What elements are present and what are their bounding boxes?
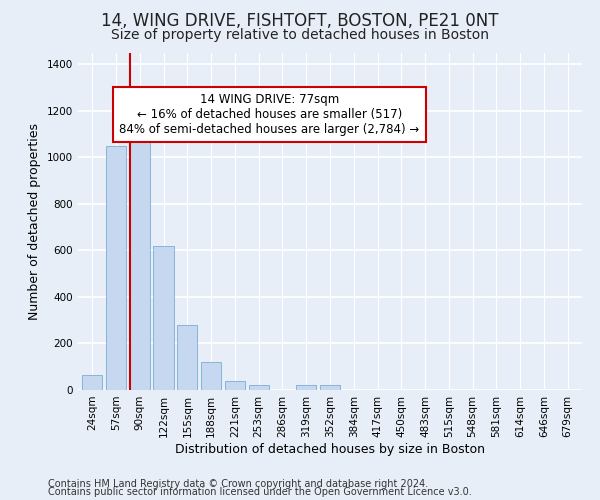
- Bar: [177, 325, 197, 390]
- Bar: [248, 386, 269, 390]
- Bar: [225, 380, 245, 390]
- Bar: [154, 246, 173, 390]
- X-axis label: Distribution of detached houses by size in Boston: Distribution of detached houses by size …: [175, 442, 485, 456]
- Bar: [296, 386, 316, 390]
- Text: 14, WING DRIVE, FISHTOFT, BOSTON, PE21 0NT: 14, WING DRIVE, FISHTOFT, BOSTON, PE21 0…: [101, 12, 499, 30]
- Bar: [106, 146, 126, 390]
- Bar: [82, 375, 103, 390]
- Text: Size of property relative to detached houses in Boston: Size of property relative to detached ho…: [111, 28, 489, 42]
- Bar: [130, 127, 150, 390]
- Bar: [201, 362, 221, 390]
- Text: Contains HM Land Registry data © Crown copyright and database right 2024.: Contains HM Land Registry data © Crown c…: [48, 479, 428, 489]
- Text: Contains public sector information licensed under the Open Government Licence v3: Contains public sector information licen…: [48, 487, 472, 497]
- Y-axis label: Number of detached properties: Number of detached properties: [28, 122, 41, 320]
- Text: 14 WING DRIVE: 77sqm
← 16% of detached houses are smaller (517)
84% of semi-deta: 14 WING DRIVE: 77sqm ← 16% of detached h…: [119, 93, 419, 136]
- Bar: [320, 386, 340, 390]
